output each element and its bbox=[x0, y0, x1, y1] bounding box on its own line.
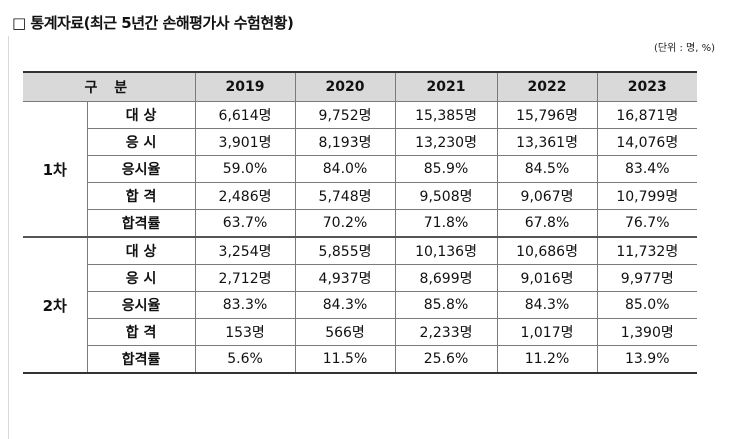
table-cell: 1,390명 bbox=[596, 318, 698, 346]
stage-label: 1차 bbox=[23, 101, 88, 238]
table-row: 합격률 63.7% 70.2% 71.8% 67.8% 76.7% bbox=[23, 209, 698, 238]
table-cell: 9,752명 bbox=[294, 101, 396, 129]
table-cell: 10,136명 bbox=[394, 236, 498, 265]
table-row: 응시율 83.3% 84.3% 85.8% 84.3% 85.0% bbox=[23, 291, 698, 319]
table-cell: 15,796명 bbox=[496, 101, 598, 129]
row-label: 대 상 bbox=[86, 101, 196, 129]
table-cell: 83.4% bbox=[596, 155, 698, 183]
table-cell: 1,017명 bbox=[496, 318, 598, 346]
table-cell: 84.3% bbox=[294, 291, 396, 319]
table-cell: 2,233명 bbox=[394, 318, 498, 346]
table-cell: 6,614명 bbox=[194, 101, 296, 129]
table-row: 합 격 2,486명 5,748명 9,508명 9,067명 10,799명 bbox=[23, 182, 698, 210]
table-cell: 83.3% bbox=[194, 291, 296, 319]
table-cell: 566명 bbox=[294, 318, 396, 346]
table-cell: 67.8% bbox=[496, 209, 598, 238]
table-cell: 63.7% bbox=[194, 209, 296, 238]
table-cell: 85.9% bbox=[394, 155, 498, 183]
table-cell: 5,855명 bbox=[294, 236, 396, 265]
table-cell: 13.9% bbox=[596, 345, 698, 374]
table-row: 합격률 5.6% 11.5% 25.6% 11.2% 13.9% bbox=[23, 345, 698, 374]
row-label: 응 시 bbox=[86, 264, 196, 292]
stage-label: 2차 bbox=[23, 236, 88, 374]
table-cell: 16,871명 bbox=[596, 101, 698, 129]
row-label: 응시율 bbox=[86, 291, 196, 319]
table-row: 응 시 3,901명 8,193명 13,230명 13,361명 14,076명 bbox=[23, 128, 698, 156]
table-cell: 2,712명 bbox=[194, 264, 296, 292]
table-cell: 9,016명 bbox=[496, 264, 598, 292]
table-row: 1차 대 상 6,614명 9,752명 15,385명 15,796명 16,871명 bbox=[23, 101, 698, 238]
table-cell: 84.5% bbox=[496, 155, 598, 183]
table-row: 2차 대 상 3,254명 5,855명 10,136명 10,686명 11,732명 bbox=[23, 236, 698, 374]
page-title: □ 통계자료(최근 5년간 손해평가사 수험현황) bbox=[12, 14, 294, 32]
table-cell: 59.0% bbox=[194, 155, 296, 183]
header-category: 구 분 bbox=[23, 71, 196, 102]
header-year: 2023 bbox=[596, 71, 698, 102]
table-cell: 10,799명 bbox=[596, 182, 698, 210]
header-row: 구 분 2019 2020 2021 2022 2023 bbox=[23, 71, 698, 102]
unit-note: (단위 : 명, %) bbox=[654, 43, 715, 54]
table-cell: 11,732명 bbox=[596, 236, 698, 265]
table-cell: 9,067명 bbox=[496, 182, 598, 210]
header-year: 2021 bbox=[394, 71, 498, 102]
row-label: 응 시 bbox=[86, 128, 196, 156]
exam-stats-table: 구 분 2019 2020 2021 2022 2023 1차 대 상 6,614명… bbox=[23, 71, 698, 374]
table-cell: 76.7% bbox=[596, 209, 698, 238]
table-cell: 11.5% bbox=[294, 345, 396, 374]
table-cell: 13,361명 bbox=[496, 128, 598, 156]
table-cell: 5,748명 bbox=[294, 182, 396, 210]
table-cell: 70.2% bbox=[294, 209, 396, 238]
table-cell: 5.6% bbox=[194, 345, 296, 374]
table-cell: 84.3% bbox=[496, 291, 598, 319]
table-cell: 4,937명 bbox=[294, 264, 396, 292]
table-cell: 153명 bbox=[194, 318, 296, 346]
header-year: 2019 bbox=[194, 71, 296, 102]
row-label: 합격률 bbox=[86, 209, 196, 238]
row-label: 대 상 bbox=[86, 236, 196, 265]
table-cell: 84.0% bbox=[294, 155, 396, 183]
table-cell: 8,193명 bbox=[294, 128, 396, 156]
table-cell: 15,385명 bbox=[394, 101, 498, 129]
table-cell: 9,508명 bbox=[394, 182, 498, 210]
row-label: 합격률 bbox=[86, 345, 196, 374]
header-year: 2020 bbox=[294, 71, 396, 102]
table-cell: 14,076명 bbox=[596, 128, 698, 156]
table-cell: 13,230명 bbox=[394, 128, 498, 156]
table-cell: 25.6% bbox=[394, 345, 498, 374]
row-label: 합 격 bbox=[86, 182, 196, 210]
table-row: 응 시 2,712명 4,937명 8,699명 9,016명 9,977명 bbox=[23, 264, 698, 292]
table-cell: 3,901명 bbox=[194, 128, 296, 156]
left-border-rule bbox=[8, 36, 9, 439]
table-cell: 8,699명 bbox=[394, 264, 498, 292]
table-cell: 9,977명 bbox=[596, 264, 698, 292]
table-cell: 10,686명 bbox=[496, 236, 598, 265]
table-cell: 71.8% bbox=[394, 209, 498, 238]
table-row: 응시율 59.0% 84.0% 85.9% 84.5% 83.4% bbox=[23, 155, 698, 183]
table-cell: 2,486명 bbox=[194, 182, 296, 210]
row-label: 합 격 bbox=[86, 318, 196, 346]
header-year: 2022 bbox=[496, 71, 598, 102]
table-cell: 85.8% bbox=[394, 291, 498, 319]
table-cell: 85.0% bbox=[596, 291, 698, 319]
table-cell: 3,254명 bbox=[194, 236, 296, 265]
row-label: 응시율 bbox=[86, 155, 196, 183]
table-row: 합 격 153명 566명 2,233명 1,017명 1,390명 bbox=[23, 318, 698, 346]
table-cell: 11.2% bbox=[496, 345, 598, 374]
